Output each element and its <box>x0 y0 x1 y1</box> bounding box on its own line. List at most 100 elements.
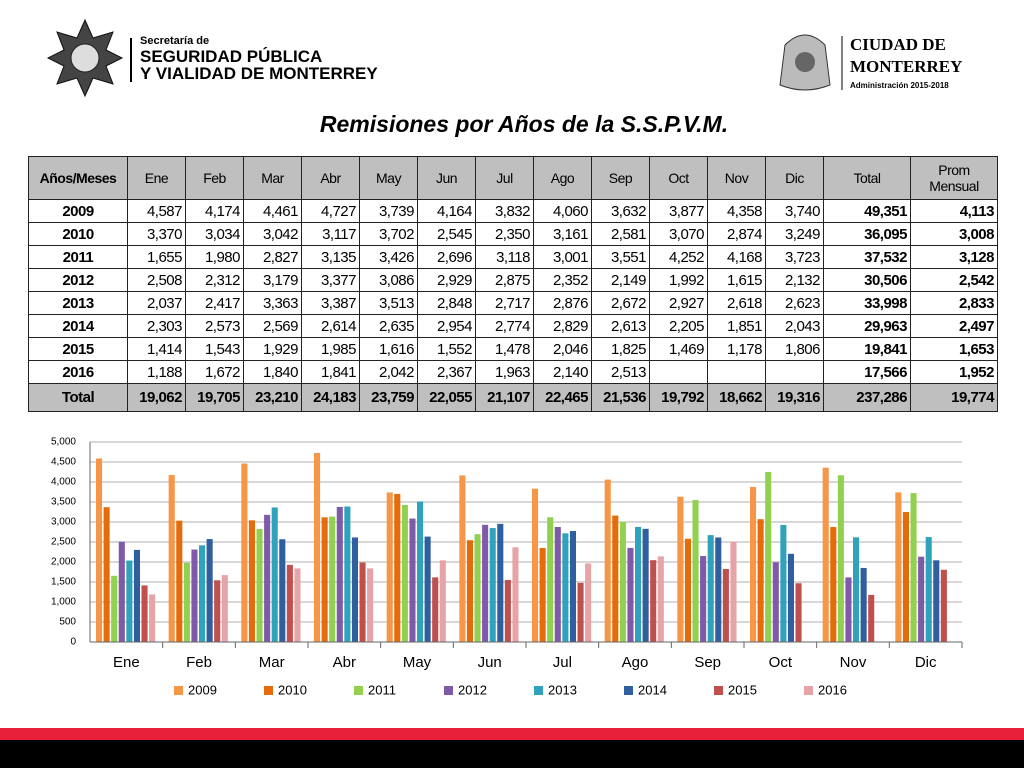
x-tick-label: Feb <box>186 654 212 671</box>
table-cell: 2,350 <box>475 222 534 246</box>
header-line: MONTERREY <box>850 57 962 76</box>
bar <box>650 560 657 642</box>
table-cell: 4,461 <box>243 199 302 223</box>
table-cell: 2,954 <box>417 314 476 338</box>
table-cell: 4,587 <box>127 199 186 223</box>
table-cell: 3,739 <box>359 199 418 223</box>
table-cell: 22,055 <box>417 383 476 412</box>
x-tick-label: Ene <box>113 654 140 671</box>
bar <box>248 520 255 642</box>
table-cell: 29,963 <box>823 314 911 338</box>
table-cell: Prom Mensual <box>910 156 998 200</box>
bar <box>489 528 496 642</box>
bar <box>642 528 649 642</box>
y-tick-label: 3,000 <box>51 517 76 528</box>
table-cell: 2,037 <box>127 291 186 315</box>
table-cell: 1,963 <box>475 360 534 384</box>
table-cell: 2,829 <box>533 314 592 338</box>
table-cell: 4,113 <box>910 199 998 223</box>
table-cell: 2,875 <box>475 268 534 292</box>
bar <box>459 475 466 642</box>
bar <box>547 517 554 642</box>
table-cell: 1,469 <box>649 337 708 361</box>
y-tick-label: 4,500 <box>51 457 76 468</box>
bar <box>336 506 343 642</box>
bar <box>314 452 321 642</box>
table-cell: 3,723 <box>765 245 824 269</box>
table-cell: Años/Meses <box>28 156 128 200</box>
bar <box>868 594 875 642</box>
bar <box>359 562 366 642</box>
table-cell: 3,426 <box>359 245 418 269</box>
legend-swatch <box>714 686 723 695</box>
table-cell <box>707 360 766 384</box>
bar <box>191 549 198 642</box>
bar <box>497 523 504 642</box>
bar <box>351 537 358 642</box>
bar <box>787 553 794 642</box>
title: Remisiones por Años de la S.S.P.V.M. <box>320 111 728 137</box>
table-cell: Sep <box>591 156 650 200</box>
badge-center <box>70 43 100 73</box>
bar <box>853 537 860 642</box>
bar <box>329 516 336 642</box>
bar <box>910 493 917 642</box>
bar <box>168 475 175 642</box>
bar <box>569 531 576 642</box>
bar <box>409 518 416 642</box>
table-cell: 3,128 <box>910 245 998 269</box>
table-cell: 3,118 <box>475 245 534 269</box>
table-cell: 21,536 <box>591 383 650 412</box>
bar <box>562 533 569 642</box>
table-cell: 1,840 <box>243 360 302 384</box>
table-cell: 2,508 <box>127 268 186 292</box>
bar <box>141 585 148 642</box>
table-cell: 3,001 <box>533 245 592 269</box>
table-cell: 2,929 <box>417 268 476 292</box>
bar <box>367 568 374 642</box>
bar <box>344 506 351 642</box>
table-cell: 2,497 <box>910 314 998 338</box>
legend-swatch <box>624 686 633 695</box>
table-row: 2014 2,303 2,573 2,569 2,614 2,635 2,954 2,774 2… <box>28 314 998 338</box>
table-cell: 3,070 <box>649 222 708 246</box>
y-tick-label: 3,500 <box>51 497 76 508</box>
bar <box>118 541 125 642</box>
bar <box>772 562 779 642</box>
table-cell: May <box>359 156 418 200</box>
table-cell: 19,705 <box>185 383 244 412</box>
x-tick-label: Jun <box>478 654 502 671</box>
table-row: 2009 4,587 4,174 4,461 4,727 3,739 4,164 3,832 4… <box>28 199 998 223</box>
bar <box>532 488 539 642</box>
legend-swatch <box>264 686 273 695</box>
table-cell: 19,316 <box>765 383 824 412</box>
table-cell: 2,312 <box>185 268 244 292</box>
table-cell: Mar <box>243 156 302 200</box>
table-cell: 2,417 <box>185 291 244 315</box>
table-cell: 2,043 <box>765 314 824 338</box>
bar <box>256 528 263 642</box>
chart: 0 500 1,000 1,500 2,000 2,500 3,000 3,500 4,000 4… <box>51 437 963 697</box>
table-cell: 2009 <box>28 199 128 223</box>
table-cell: 2,876 <box>533 291 592 315</box>
table-cell: 33,998 <box>823 291 911 315</box>
legend-swatch <box>804 686 813 695</box>
bar <box>684 538 691 642</box>
bar <box>321 517 328 642</box>
bar <box>627 547 634 642</box>
table-cell: 19,841 <box>823 337 911 361</box>
bar <box>902 512 909 642</box>
bar <box>925 537 932 642</box>
bar <box>657 556 664 642</box>
bar <box>432 577 439 642</box>
table-cell: 2012 <box>28 268 128 292</box>
bar <box>700 556 707 642</box>
bar <box>504 579 511 642</box>
table-cell: 1,980 <box>185 245 244 269</box>
table-cell: 2,623 <box>765 291 824 315</box>
bar <box>149 594 156 642</box>
bar <box>286 564 293 642</box>
table-cell: 3,513 <box>359 291 418 315</box>
legend-label: 2011 <box>368 682 396 697</box>
table-cell: 1,178 <box>707 337 766 361</box>
